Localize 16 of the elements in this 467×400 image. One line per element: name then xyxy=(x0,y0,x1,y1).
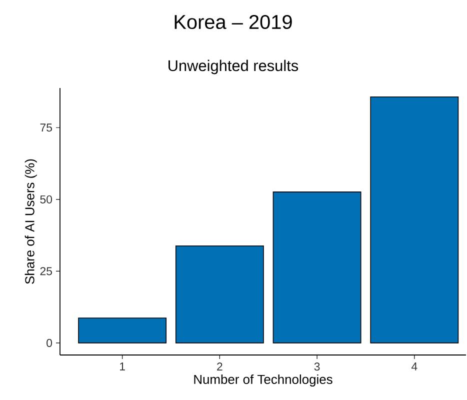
bar xyxy=(175,246,264,344)
x-tick-label: 3 xyxy=(314,362,320,371)
bar xyxy=(78,318,167,344)
x-axis-title: Number of Technologies xyxy=(194,374,332,387)
x-tick-label: 4 xyxy=(411,362,418,370)
y-tick-label: 25 xyxy=(40,267,52,276)
y-tick-label: 50 xyxy=(40,195,52,204)
bar xyxy=(272,192,362,344)
y-tick-label: 75 xyxy=(40,124,52,132)
chart-title: Korea – 2019 xyxy=(174,14,292,30)
y-axis-title: Share of AI Users (%) xyxy=(24,159,37,284)
x-tick-label: 2 xyxy=(217,362,222,371)
x-tick-label: 1 xyxy=(120,362,125,370)
y-tick-label: 0 xyxy=(46,338,52,347)
chart-subtitle: Unweighted results xyxy=(168,60,298,74)
bar xyxy=(370,96,459,344)
